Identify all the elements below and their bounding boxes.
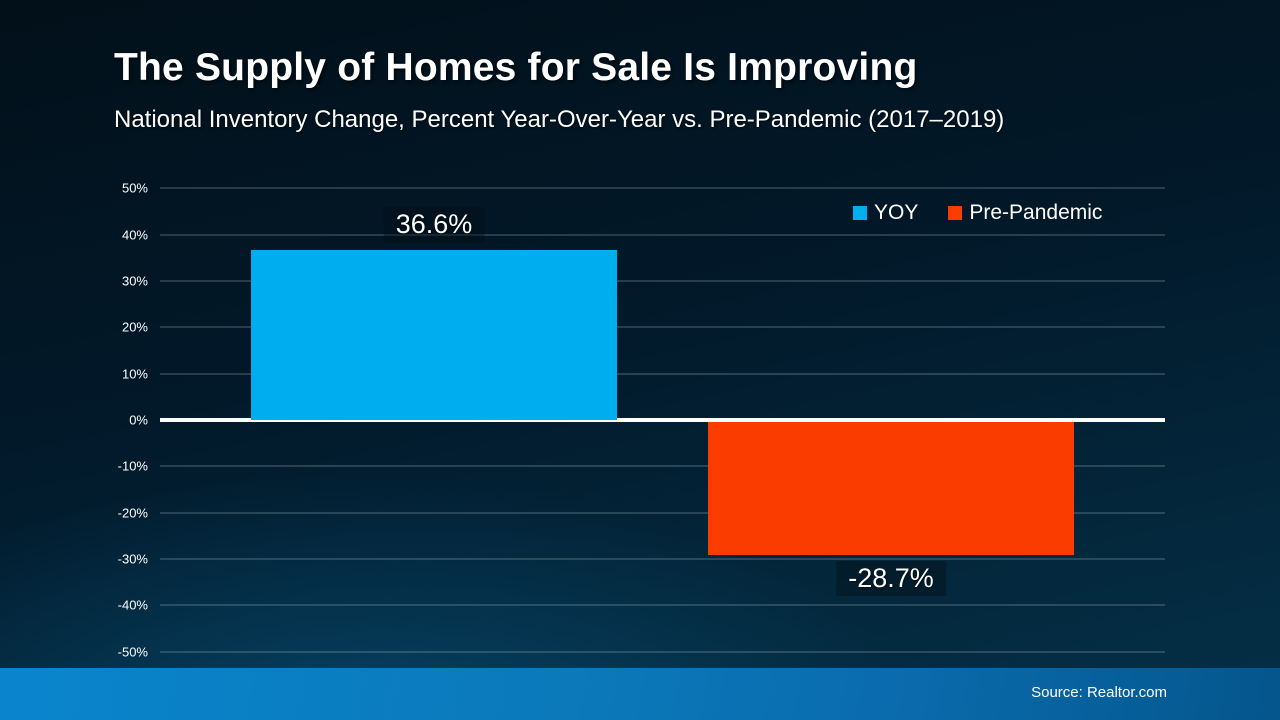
gridline (160, 234, 1165, 236)
gridline (160, 373, 1165, 375)
page-title: The Supply of Homes for Sale Is Improvin… (114, 46, 918, 89)
gridline (160, 651, 1165, 653)
y-axis-tick: -30% (117, 551, 148, 567)
y-axis-tick: 30% (121, 273, 148, 289)
page-subtitle: National Inventory Change, Percent Year-… (114, 106, 1005, 133)
zero-axis-line (160, 418, 1165, 422)
legend-label: Pre-Pandemic (969, 201, 1103, 224)
legend-label: YOY (874, 201, 919, 224)
footer-band (0, 668, 1280, 720)
gridline (160, 604, 1165, 606)
y-axis-tick: 10% (121, 366, 148, 382)
bar-yoy (251, 250, 617, 420)
bar-pre-pandemic (708, 422, 1074, 556)
gridline (160, 326, 1165, 328)
y-axis-tick: 40% (121, 227, 148, 243)
data-label-yoy: 36.6% (383, 207, 485, 243)
y-axis-tick: 50% (121, 180, 148, 196)
y-axis-tick: 20% (121, 319, 148, 335)
y-axis-tick: 0% (129, 412, 148, 428)
gridline (160, 558, 1165, 560)
gridline (160, 512, 1165, 514)
y-axis-tick: -10% (117, 458, 148, 474)
source-attribution: Source: Realtor.com (1031, 684, 1167, 701)
data-label-pre-pandemic: -28.7% (836, 561, 946, 597)
chart-legend: YOY Pre-Pandemic (853, 201, 1102, 225)
gridline (160, 187, 1165, 189)
y-axis-tick: -50% (117, 644, 148, 660)
legend-item-pre-pandemic: Pre-Pandemic (948, 201, 1102, 225)
legend-swatch-icon (948, 206, 963, 220)
y-axis-tick: -20% (117, 505, 148, 521)
legend-swatch-icon (853, 206, 867, 220)
y-axis-tick: -40% (117, 597, 148, 613)
gridline (160, 465, 1165, 467)
gridline (160, 280, 1165, 282)
legend-item-yoy: YOY (853, 201, 918, 225)
